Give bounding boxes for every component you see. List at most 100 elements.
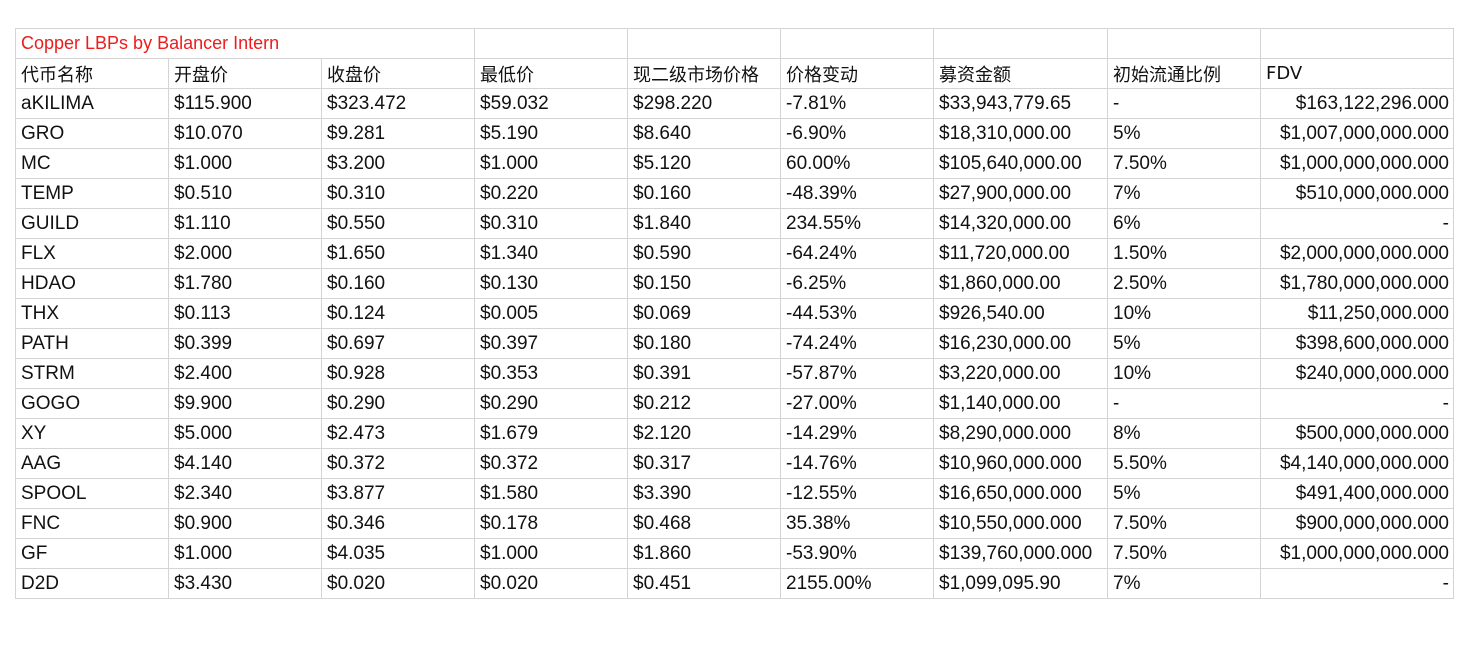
cell-raised-amount[interactable]: $14,320,000.00 (933, 208, 1108, 239)
cell-raised-amount[interactable]: $11,720,000.00 (933, 238, 1108, 269)
cell-low-price[interactable]: $0.290 (474, 388, 628, 419)
cell-market-price[interactable]: $298.220 (627, 88, 781, 119)
cell-market-price[interactable]: $0.590 (627, 238, 781, 269)
cell-price-change[interactable]: -64.24% (780, 238, 934, 269)
cell-market-price[interactable]: $0.468 (627, 508, 781, 539)
cell-market-price[interactable]: $0.451 (627, 568, 781, 599)
cell-low-price[interactable]: $0.372 (474, 448, 628, 479)
cell-market-price[interactable]: $5.120 (627, 148, 781, 179)
cell-low-price[interactable]: $1.000 (474, 538, 628, 569)
cell-price-change[interactable]: 35.38% (780, 508, 934, 539)
cell-market-price[interactable]: $0.069 (627, 298, 781, 329)
cell-initial-circulation[interactable]: - (1107, 388, 1261, 419)
cell-initial-circulation[interactable]: 7% (1107, 178, 1261, 209)
cell-fdv[interactable]: $4,140,000,000.000 (1260, 448, 1454, 479)
cell-market-price[interactable]: $0.317 (627, 448, 781, 479)
cell-market-price[interactable]: $0.150 (627, 268, 781, 299)
cell-fdv[interactable]: $510,000,000.000 (1260, 178, 1454, 209)
cell-price-change[interactable]: 2155.00% (780, 568, 934, 599)
cell-initial-circulation[interactable]: 2.50% (1107, 268, 1261, 299)
cell-token-name[interactable]: MC (15, 148, 169, 179)
cell-fdv[interactable]: $491,400,000.000 (1260, 478, 1454, 509)
cell-raised-amount[interactable]: $8,290,000.000 (933, 418, 1108, 449)
cell-fdv[interactable]: $1,000,000,000.000 (1260, 538, 1454, 569)
cell-initial-circulation[interactable]: - (1107, 88, 1261, 119)
cell-initial-circulation[interactable]: 6% (1107, 208, 1261, 239)
cell-low-price[interactable]: $0.353 (474, 358, 628, 389)
cell-close-price[interactable]: $0.372 (321, 448, 475, 479)
cell-low-price[interactable]: $1.580 (474, 478, 628, 509)
cell-close-price[interactable]: $3.200 (321, 148, 475, 179)
cell-fdv[interactable]: $398,600,000.000 (1260, 328, 1454, 359)
cell-open-price[interactable]: $0.399 (168, 328, 322, 359)
header-low-price[interactable]: 最低价 (474, 58, 628, 89)
cell-price-change[interactable]: -14.29% (780, 418, 934, 449)
cell-price-change[interactable]: -74.24% (780, 328, 934, 359)
cell-price-change[interactable]: 234.55% (780, 208, 934, 239)
cell-low-price[interactable]: $5.190 (474, 118, 628, 149)
cell-raised-amount[interactable]: $33,943,779.65 (933, 88, 1108, 119)
cell-open-price[interactable]: $1.780 (168, 268, 322, 299)
cell-price-change[interactable]: -6.25% (780, 268, 934, 299)
cell-initial-circulation[interactable]: 8% (1107, 418, 1261, 449)
cell-open-price[interactable]: $4.140 (168, 448, 322, 479)
cell-raised-amount[interactable]: $16,650,000.000 (933, 478, 1108, 509)
cell-token-name[interactable]: PATH (15, 328, 169, 359)
cell-close-price[interactable]: $0.310 (321, 178, 475, 209)
cell-initial-circulation[interactable]: 5% (1107, 478, 1261, 509)
cell-initial-circulation[interactable]: 5% (1107, 328, 1261, 359)
cell-fdv[interactable]: $1,780,000,000.000 (1260, 268, 1454, 299)
cell-fdv[interactable]: $11,250,000.000 (1260, 298, 1454, 329)
cell-market-price[interactable]: $0.180 (627, 328, 781, 359)
cell-token-name[interactable]: FLX (15, 238, 169, 269)
cell-raised-amount[interactable]: $10,960,000.000 (933, 448, 1108, 479)
cell-close-price[interactable]: $1.650 (321, 238, 475, 269)
cell-open-price[interactable]: $3.430 (168, 568, 322, 599)
header-fdv[interactable]: FDV (1260, 58, 1454, 89)
cell-open-price[interactable]: $0.113 (168, 298, 322, 329)
cell-initial-circulation[interactable]: 7.50% (1107, 538, 1261, 569)
cell-open-price[interactable]: $5.000 (168, 418, 322, 449)
empty-cell[interactable] (933, 28, 1108, 59)
cell-low-price[interactable]: $1.679 (474, 418, 628, 449)
cell-close-price[interactable]: $4.035 (321, 538, 475, 569)
cell-fdv[interactable]: $500,000,000.000 (1260, 418, 1454, 449)
header-close-price[interactable]: 收盘价 (321, 58, 475, 89)
cell-price-change[interactable]: -53.90% (780, 538, 934, 569)
cell-low-price[interactable]: $59.032 (474, 88, 628, 119)
cell-low-price[interactable]: $0.310 (474, 208, 628, 239)
cell-close-price[interactable]: $0.160 (321, 268, 475, 299)
cell-open-price[interactable]: $2.000 (168, 238, 322, 269)
empty-cell[interactable] (1107, 28, 1261, 59)
cell-fdv[interactable]: $900,000,000.000 (1260, 508, 1454, 539)
cell-initial-circulation[interactable]: 1.50% (1107, 238, 1261, 269)
cell-close-price[interactable]: $323.472 (321, 88, 475, 119)
cell-low-price[interactable]: $1.000 (474, 148, 628, 179)
cell-price-change[interactable]: -44.53% (780, 298, 934, 329)
cell-raised-amount[interactable]: $1,140,000.00 (933, 388, 1108, 419)
header-market-price[interactable]: 现二级市场价格 (627, 58, 781, 89)
cell-fdv[interactable]: - (1260, 568, 1454, 599)
cell-token-name[interactable]: D2D (15, 568, 169, 599)
cell-price-change[interactable]: -14.76% (780, 448, 934, 479)
cell-raised-amount[interactable]: $1,860,000.00 (933, 268, 1108, 299)
cell-token-name[interactable]: GUILD (15, 208, 169, 239)
cell-price-change[interactable]: -7.81% (780, 88, 934, 119)
cell-low-price[interactable]: $0.397 (474, 328, 628, 359)
empty-cell[interactable] (780, 28, 934, 59)
cell-raised-amount[interactable]: $18,310,000.00 (933, 118, 1108, 149)
cell-initial-circulation[interactable]: 7.50% (1107, 148, 1261, 179)
header-price-change[interactable]: 价格变动 (780, 58, 934, 89)
cell-token-name[interactable]: TEMP (15, 178, 169, 209)
cell-market-price[interactable]: $0.391 (627, 358, 781, 389)
cell-close-price[interactable]: $9.281 (321, 118, 475, 149)
cell-price-change[interactable]: 60.00% (780, 148, 934, 179)
cell-fdv[interactable]: $2,000,000,000.000 (1260, 238, 1454, 269)
cell-fdv[interactable]: - (1260, 208, 1454, 239)
cell-open-price[interactable]: $10.070 (168, 118, 322, 149)
cell-raised-amount[interactable]: $16,230,000.00 (933, 328, 1108, 359)
cell-token-name[interactable]: AAG (15, 448, 169, 479)
cell-open-price[interactable]: $1.000 (168, 148, 322, 179)
cell-market-price[interactable]: $1.840 (627, 208, 781, 239)
cell-open-price[interactable]: $2.340 (168, 478, 322, 509)
